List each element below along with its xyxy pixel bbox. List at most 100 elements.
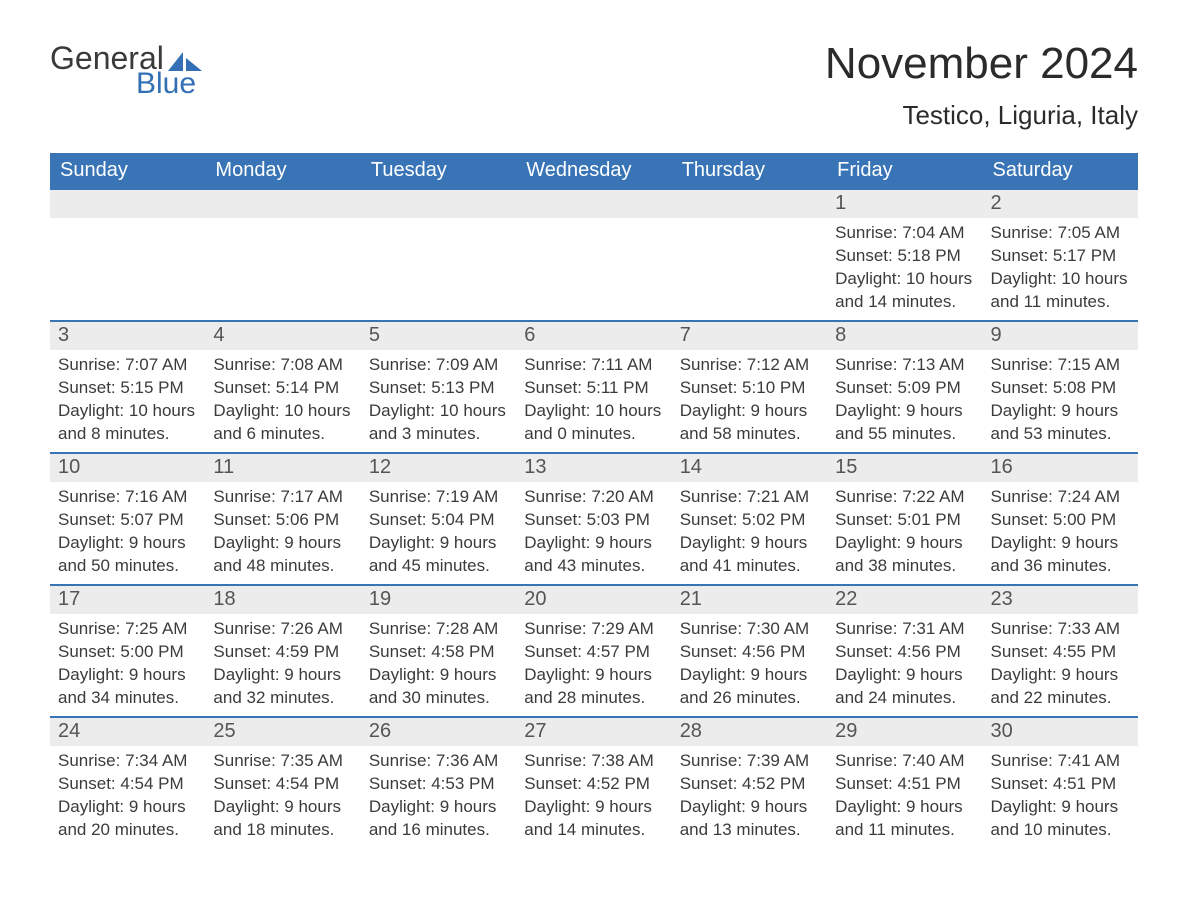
sunrise-line: Sunrise: 7:20 AM bbox=[524, 486, 663, 509]
daylight-line-1: Daylight: 9 hours bbox=[58, 664, 197, 687]
day-details: Sunrise: 7:25 AMSunset: 5:00 PMDaylight:… bbox=[50, 614, 205, 710]
daylight-line-1: Daylight: 9 hours bbox=[991, 400, 1130, 423]
sunrise-line: Sunrise: 7:15 AM bbox=[991, 354, 1130, 377]
sunset-line: Sunset: 5:18 PM bbox=[835, 245, 974, 268]
sunset-line: Sunset: 5:07 PM bbox=[58, 509, 197, 532]
calendar-cell: 18Sunrise: 7:26 AMSunset: 4:59 PMDayligh… bbox=[205, 584, 360, 716]
sunset-line: Sunset: 5:00 PM bbox=[991, 509, 1130, 532]
sunset-line: Sunset: 5:04 PM bbox=[369, 509, 508, 532]
day-details: Sunrise: 7:39 AMSunset: 4:52 PMDaylight:… bbox=[672, 746, 827, 842]
sunrise-line: Sunrise: 7:09 AM bbox=[369, 354, 508, 377]
daylight-line-1: Daylight: 10 hours bbox=[369, 400, 508, 423]
day-number: 13 bbox=[516, 454, 671, 482]
day-details: Sunrise: 7:26 AMSunset: 4:59 PMDaylight:… bbox=[205, 614, 360, 710]
daylight-line-1: Daylight: 9 hours bbox=[680, 664, 819, 687]
day-number: 21 bbox=[672, 586, 827, 614]
daylight-line-2: and 34 minutes. bbox=[58, 687, 197, 710]
day-details: Sunrise: 7:08 AMSunset: 5:14 PMDaylight:… bbox=[205, 350, 360, 446]
sunrise-line: Sunrise: 7:11 AM bbox=[524, 354, 663, 377]
calendar-week-row: 10Sunrise: 7:16 AMSunset: 5:07 PMDayligh… bbox=[50, 452, 1138, 584]
sunset-line: Sunset: 4:54 PM bbox=[213, 773, 352, 796]
day-details: Sunrise: 7:20 AMSunset: 5:03 PMDaylight:… bbox=[516, 482, 671, 578]
day-number bbox=[516, 190, 671, 218]
daylight-line-1: Daylight: 9 hours bbox=[213, 796, 352, 819]
day-number: 22 bbox=[827, 586, 982, 614]
day-details: Sunrise: 7:29 AMSunset: 4:57 PMDaylight:… bbox=[516, 614, 671, 710]
location-subtitle: Testico, Liguria, Italy bbox=[825, 100, 1138, 131]
day-number: 11 bbox=[205, 454, 360, 482]
daylight-line-2: and 11 minutes. bbox=[835, 819, 974, 842]
sunrise-line: Sunrise: 7:17 AM bbox=[213, 486, 352, 509]
day-number: 17 bbox=[50, 586, 205, 614]
daylight-line-1: Daylight: 10 hours bbox=[835, 268, 974, 291]
daylight-line-1: Daylight: 9 hours bbox=[58, 532, 197, 555]
daylight-line-2: and 14 minutes. bbox=[524, 819, 663, 842]
brand-logo: General Blue bbox=[50, 40, 202, 101]
calendar-cell: 5 Sunrise: 7:09 AMSunset: 5:13 PMDaylight… bbox=[361, 320, 516, 452]
daylight-line-1: Daylight: 9 hours bbox=[991, 664, 1130, 687]
sunset-line: Sunset: 5:15 PM bbox=[58, 377, 197, 400]
calendar-table: SundayMondayTuesdayWednesdayThursdayFrid… bbox=[50, 153, 1138, 848]
daylight-line-2: and 16 minutes. bbox=[369, 819, 508, 842]
calendar-week-row: 17Sunrise: 7:25 AMSunset: 5:00 PMDayligh… bbox=[50, 584, 1138, 716]
weekday-header: Monday bbox=[205, 153, 360, 188]
sunrise-line: Sunrise: 7:13 AM bbox=[835, 354, 974, 377]
calendar-cell: 3Sunrise: 7:07 AMSunset: 5:15 PMDaylight… bbox=[50, 320, 205, 452]
day-details: Sunrise: 7:22 AMSunset: 5:01 PMDaylight:… bbox=[827, 482, 982, 578]
day-number: 14 bbox=[672, 454, 827, 482]
daylight-line-1: Daylight: 9 hours bbox=[524, 664, 663, 687]
daylight-line-2: and 14 minutes. bbox=[835, 291, 974, 314]
sunrise-line: Sunrise: 7:28 AM bbox=[369, 618, 508, 641]
day-details: Sunrise: 7:05 AMSunset: 5:17 PMDaylight:… bbox=[983, 218, 1138, 314]
day-details: Sunrise: 7:13 AMSunset: 5:09 PMDaylight:… bbox=[827, 350, 982, 446]
daylight-line-2: and 28 minutes. bbox=[524, 687, 663, 710]
daylight-line-1: Daylight: 9 hours bbox=[524, 796, 663, 819]
day-details: Sunrise: 7:21 AMSunset: 5:02 PMDaylight:… bbox=[672, 482, 827, 578]
day-number: 29 bbox=[827, 718, 982, 746]
daylight-line-1: Daylight: 9 hours bbox=[991, 796, 1130, 819]
sunset-line: Sunset: 5:13 PM bbox=[369, 377, 508, 400]
sunset-line: Sunset: 5:17 PM bbox=[991, 245, 1130, 268]
sunrise-line: Sunrise: 7:16 AM bbox=[58, 486, 197, 509]
daylight-line-2: and 38 minutes. bbox=[835, 555, 974, 578]
calendar-week-row: 1Sunrise: 7:04 AMSunset: 5:18 PMDaylight… bbox=[50, 188, 1138, 320]
day-number: 26 bbox=[361, 718, 516, 746]
sunrise-line: Sunrise: 7:36 AM bbox=[369, 750, 508, 773]
weekday-header: Tuesday bbox=[361, 153, 516, 188]
calendar-cell: 24Sunrise: 7:34 AMSunset: 4:54 PMDayligh… bbox=[50, 716, 205, 848]
day-details: Sunrise: 7:24 AMSunset: 5:00 PMDaylight:… bbox=[983, 482, 1138, 578]
calendar-cell: 8Sunrise: 7:13 AMSunset: 5:09 PMDaylight… bbox=[827, 320, 982, 452]
daylight-line-1: Daylight: 9 hours bbox=[680, 400, 819, 423]
day-number bbox=[205, 190, 360, 218]
day-number: 28 bbox=[672, 718, 827, 746]
day-number: 9 bbox=[983, 322, 1138, 350]
day-number: 18 bbox=[205, 586, 360, 614]
daylight-line-1: Daylight: 10 hours bbox=[524, 400, 663, 423]
daylight-line-2: and 18 minutes. bbox=[213, 819, 352, 842]
day-number: 15 bbox=[827, 454, 982, 482]
day-number: 2 bbox=[983, 190, 1138, 218]
daylight-line-1: Daylight: 9 hours bbox=[524, 532, 663, 555]
daylight-line-2: and 32 minutes. bbox=[213, 687, 352, 710]
sunrise-line: Sunrise: 7:26 AM bbox=[213, 618, 352, 641]
calendar-cell: 25Sunrise: 7:35 AMSunset: 4:54 PMDayligh… bbox=[205, 716, 360, 848]
day-number: 6 bbox=[516, 322, 671, 350]
day-number: 19 bbox=[361, 586, 516, 614]
day-details: Sunrise: 7:17 AMSunset: 5:06 PMDaylight:… bbox=[205, 482, 360, 578]
daylight-line-2: and 53 minutes. bbox=[991, 423, 1130, 446]
sunset-line: Sunset: 5:14 PM bbox=[213, 377, 352, 400]
day-details: Sunrise: 7:11 AMSunset: 5:11 PMDaylight:… bbox=[516, 350, 671, 446]
calendar-cell bbox=[50, 188, 205, 320]
daylight-line-1: Daylight: 9 hours bbox=[835, 796, 974, 819]
daylight-line-1: Daylight: 9 hours bbox=[369, 664, 508, 687]
day-number: 8 bbox=[827, 322, 982, 350]
weekday-header: Wednesday bbox=[516, 153, 671, 188]
day-number: 1 bbox=[827, 190, 982, 218]
day-number: 5 bbox=[361, 322, 516, 350]
daylight-line-2: and 11 minutes. bbox=[991, 291, 1130, 314]
daylight-line-1: Daylight: 9 hours bbox=[680, 532, 819, 555]
daylight-line-2: and 30 minutes. bbox=[369, 687, 508, 710]
day-details: Sunrise: 7:34 AMSunset: 4:54 PMDaylight:… bbox=[50, 746, 205, 842]
daylight-line-2: and 3 minutes. bbox=[369, 423, 508, 446]
day-number: 27 bbox=[516, 718, 671, 746]
